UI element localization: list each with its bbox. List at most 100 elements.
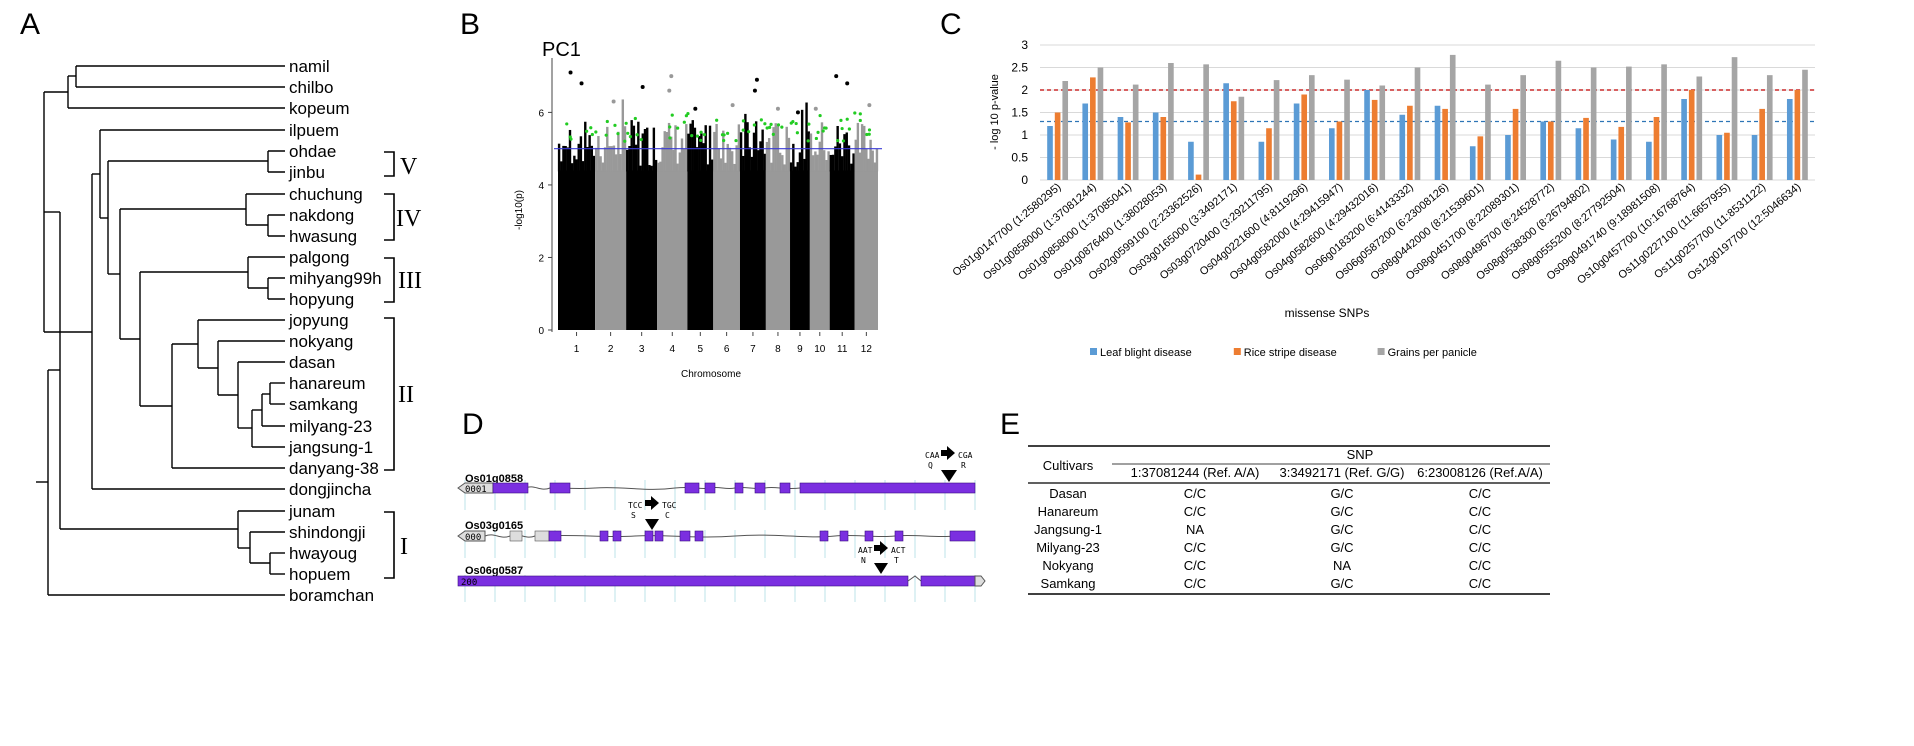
bar-grains-per-panicle [1696,76,1703,180]
manhattan-top-hit [752,88,757,93]
bar-y-tick-label: 0 [1021,173,1028,187]
bar-rice-stripe-disease [1653,117,1660,180]
bar-leaf-blight-disease [1258,141,1265,180]
table-cell: Hanareum [1038,504,1099,519]
table-cell: C/C [1469,576,1491,591]
table-cell: G/C [1330,522,1353,537]
codon-left: AAT [858,546,873,555]
legend-label: Grains per panicle [1388,347,1477,359]
chromosome-3-points [624,116,658,330]
bar-grains-per-panicle [1731,57,1738,180]
bar-rice-stripe-disease [1688,90,1695,180]
bar-leaf-blight-disease [1646,141,1652,180]
chromosome-10-points [809,113,830,330]
manhattan-top-hit [669,74,674,79]
taxon-label: dongjincha [289,480,372,499]
chromosome-12-points [853,111,879,330]
bar-y-label: - log 10 p-value [989,74,1001,150]
bar-x-label: missense SNPs [1285,306,1370,320]
table-cell: Dasan [1049,486,1087,501]
aa-left: N [861,556,866,565]
table-cell: G/C [1330,486,1353,501]
manhattan-title: PC1 [542,39,581,61]
bar-rice-stripe-disease [1090,77,1096,180]
bar-rice-stripe-disease [1477,136,1484,180]
manhattan-y-axis: 0 2 4 6 -log10(p) [514,58,553,337]
table-header-snp3: 6:23008126 (Ref.A/A) [1417,465,1543,480]
bar-leaf-blight-disease [1751,135,1758,180]
manhattan-top-hit [667,88,672,93]
panel-label-b: B [460,8,481,41]
table-header-snp2: 3:3492171 (Ref. G/G) [1279,465,1404,480]
chromosome-6-points [713,118,741,330]
bar-rice-stripe-disease [1759,108,1765,180]
bar-leaf-blight-disease [1399,114,1406,180]
bar-leaf-blight-disease [1047,126,1053,180]
taxon-label: dasan [289,353,335,372]
taxon-label: nakdong [289,206,354,225]
table-row: Jangsung-1 NA G/C C/C [1034,522,1491,537]
bar-leaf-blight-disease [1716,135,1723,180]
bar-leaf-blight-disease [1082,103,1089,180]
bar-leaf-blight-disease [1329,128,1335,180]
bar-rice-stripe-disease [1054,112,1061,180]
manhattan-y-tick-label: 6 [538,108,544,119]
chromosome-7-points [739,113,767,330]
bar-grains-per-panicle [1344,79,1350,180]
bar-rice-stripe-disease [1266,128,1272,180]
chromosome-2-points [594,99,627,330]
table-header-snp1: 1:37081244 (Ref. A/A) [1131,465,1260,480]
table-cell: C/C [1184,504,1206,519]
chromosome-9-points [789,102,811,330]
chromosome-tick-label: 1 [574,344,580,355]
bar-grains-per-panicle [1168,63,1174,180]
chromosome-8-points [765,122,791,330]
manhattan-y-tick-label: 0 [538,326,544,337]
table-group-header: SNP [1347,447,1374,462]
table-cell: G/C [1330,504,1353,519]
bar-grains-per-panicle [1132,84,1139,180]
bar-grains-per-panicle [1626,66,1632,180]
taxon-label: jinbu [288,163,325,182]
table-row: Milyang-23 C/C G/C C/C [1036,540,1491,555]
bar-rice-stripe-disease [1230,101,1237,180]
taxon-label: mihyang99h [289,269,382,288]
group-label: I [400,534,408,560]
bar-leaf-blight-disease [1434,105,1441,180]
aa-left: Q [928,461,933,470]
snp-position-marker-icon [645,519,659,530]
chromosome-tick-label: 8 [775,344,781,355]
gene-start-label: 200 [461,578,477,588]
bar-grains-per-panicle [1308,75,1315,180]
table-row: Nokyang C/C NA C/C [1042,558,1491,573]
group-label: III [398,268,422,294]
table-cell: Jangsung-1 [1034,522,1102,537]
legend-entry: Rice stripe disease [1233,347,1337,359]
manhattan-y-tick-label: 2 [538,253,544,264]
bar-leaf-blight-disease [1293,103,1300,180]
group-label: II [398,382,414,408]
bar-grains-per-panicle [1273,80,1280,180]
bar-grains-per-panicle [1097,67,1104,180]
taxon-label: danyang-38 [289,459,379,478]
dendrogram: namil chilbo kopeum ilpuem ohdae jinbu c… [36,57,422,605]
table-cell: NA [1186,522,1204,537]
manhattan-y-label: -log10(p) [514,190,525,230]
chromosome-tick-label: 2 [608,344,614,355]
table-row: Hanareum C/C G/C C/C [1038,504,1492,519]
bar-rice-stripe-disease [1407,105,1413,180]
legend-entry: Leaf blight disease [1090,347,1192,359]
bar-grains-per-panicle [1485,84,1491,180]
chromosome-tick-label: 12 [861,344,873,355]
manhattan-top-hit [813,106,818,111]
manhattan-top-hit [845,81,850,86]
chromosome-tick-label: 9 [797,344,803,355]
chromosome-5-points [686,111,714,330]
taxon-label: boramchan [289,586,374,605]
bar-leaf-blight-disease [1681,99,1687,180]
bar-leaf-blight-disease [1223,83,1229,180]
table-cell: NA [1333,558,1351,573]
bar-leaf-blight-disease [1610,139,1617,180]
bar-grains-per-panicle [1379,85,1386,180]
